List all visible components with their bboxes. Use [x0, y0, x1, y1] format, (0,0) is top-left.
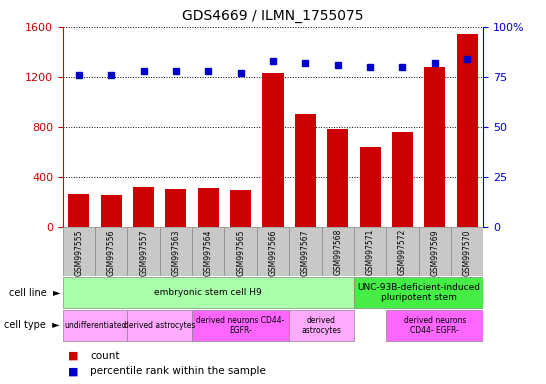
Bar: [359, 147, 381, 227]
Bar: [63, 310, 127, 341]
Bar: [419, 227, 451, 276]
Text: GSM997556: GSM997556: [107, 229, 116, 276]
Text: GSM997565: GSM997565: [236, 229, 245, 276]
Text: GSM997563: GSM997563: [171, 229, 181, 276]
Bar: [63, 227, 95, 276]
Text: percentile rank within the sample: percentile rank within the sample: [90, 366, 266, 376]
Text: embryonic stem cell H9: embryonic stem cell H9: [155, 288, 262, 297]
Text: undifferentiated: undifferentiated: [64, 321, 126, 330]
Text: GSM997568: GSM997568: [333, 229, 342, 275]
Bar: [456, 35, 478, 227]
Text: GSM997571: GSM997571: [365, 229, 375, 275]
Bar: [127, 310, 192, 341]
Bar: [386, 310, 483, 341]
Bar: [68, 194, 90, 227]
Text: GSM997570: GSM997570: [462, 229, 472, 276]
Bar: [354, 277, 483, 308]
Text: GSM997572: GSM997572: [398, 229, 407, 275]
Bar: [165, 189, 187, 227]
Text: derived neurons
CD44- EGFR-: derived neurons CD44- EGFR-: [403, 316, 466, 335]
Bar: [424, 67, 445, 227]
Bar: [289, 227, 322, 276]
Title: GDS4669 / ILMN_1755075: GDS4669 / ILMN_1755075: [182, 9, 364, 23]
Bar: [224, 227, 257, 276]
Text: derived astrocytes: derived astrocytes: [124, 321, 195, 330]
Bar: [327, 129, 348, 227]
Text: cell line  ►: cell line ►: [9, 288, 60, 298]
Text: derived neurons CD44-
EGFR-: derived neurons CD44- EGFR-: [197, 316, 285, 335]
Bar: [63, 277, 354, 308]
Bar: [198, 188, 219, 227]
Text: UNC-93B-deficient-induced
pluripotent stem: UNC-93B-deficient-induced pluripotent st…: [357, 283, 480, 303]
Bar: [160, 227, 192, 276]
Bar: [127, 227, 160, 276]
Text: derived
astrocytes: derived astrocytes: [301, 316, 341, 335]
Bar: [354, 227, 386, 276]
Bar: [133, 187, 154, 227]
Bar: [257, 227, 289, 276]
Text: count: count: [90, 351, 120, 361]
Text: cell type  ►: cell type ►: [4, 320, 60, 331]
Text: GSM997569: GSM997569: [430, 229, 439, 276]
Bar: [451, 227, 483, 276]
Text: GSM997557: GSM997557: [139, 229, 148, 276]
Text: ■: ■: [68, 351, 79, 361]
Bar: [263, 73, 283, 227]
Text: ■: ■: [68, 366, 79, 376]
Bar: [192, 310, 289, 341]
Bar: [230, 190, 251, 227]
Text: GSM997564: GSM997564: [204, 229, 213, 276]
Text: GSM997566: GSM997566: [269, 229, 277, 276]
Bar: [101, 195, 122, 227]
Bar: [192, 227, 224, 276]
Bar: [295, 114, 316, 227]
Bar: [392, 132, 413, 227]
Bar: [322, 227, 354, 276]
Text: GSM997555: GSM997555: [74, 229, 84, 276]
Bar: [289, 310, 354, 341]
Text: GSM997567: GSM997567: [301, 229, 310, 276]
Bar: [95, 227, 127, 276]
Bar: [386, 227, 419, 276]
